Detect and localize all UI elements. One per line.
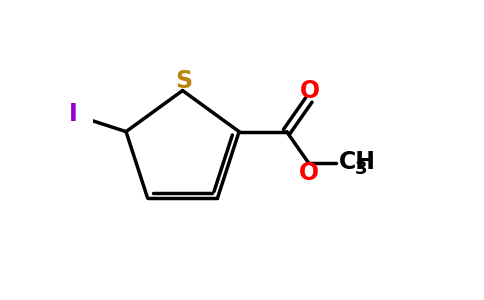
Text: I: I [69, 103, 77, 127]
Text: S: S [176, 69, 193, 93]
Text: CH: CH [338, 150, 376, 174]
Text: 3: 3 [355, 160, 367, 178]
Text: O: O [300, 79, 320, 103]
Text: O: O [299, 161, 319, 185]
